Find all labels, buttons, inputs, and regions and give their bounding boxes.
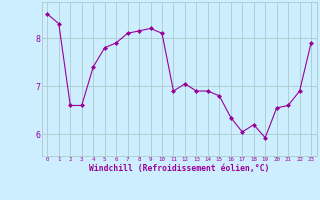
X-axis label: Windchill (Refroidissement éolien,°C): Windchill (Refroidissement éolien,°C) [89,164,269,173]
